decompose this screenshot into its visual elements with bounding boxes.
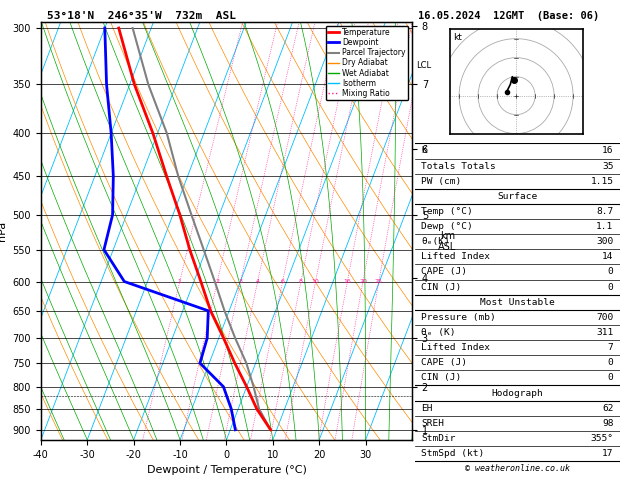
- Text: 1.15: 1.15: [591, 177, 613, 186]
- Legend: Temperature, Dewpoint, Parcel Trajectory, Dry Adiabat, Wet Adiabat, Isotherm, Mi: Temperature, Dewpoint, Parcel Trajectory…: [326, 26, 408, 100]
- Text: CIN (J): CIN (J): [421, 283, 462, 292]
- Text: LCL: LCL: [416, 61, 431, 70]
- Text: 16: 16: [343, 279, 351, 284]
- Text: StmDir: StmDir: [421, 434, 456, 443]
- Text: 17: 17: [602, 449, 613, 458]
- Text: Surface: Surface: [498, 192, 537, 201]
- Text: kt: kt: [454, 34, 462, 42]
- Text: 14: 14: [602, 252, 613, 261]
- Y-axis label: hPa: hPa: [0, 221, 7, 241]
- Text: 10: 10: [312, 279, 320, 284]
- Text: 16: 16: [602, 146, 613, 156]
- Text: 7: 7: [608, 343, 613, 352]
- Text: CAPE (J): CAPE (J): [421, 267, 467, 277]
- Text: θₑ (K): θₑ (K): [421, 328, 456, 337]
- Text: Hodograph: Hodograph: [491, 388, 543, 398]
- Text: 53°18'N  246°35'W  732m  ASL: 53°18'N 246°35'W 732m ASL: [47, 12, 236, 21]
- Text: 0: 0: [608, 373, 613, 382]
- Text: 1: 1: [178, 279, 182, 284]
- Text: Temp (°C): Temp (°C): [421, 207, 473, 216]
- Text: CAPE (J): CAPE (J): [421, 358, 467, 367]
- Y-axis label: km
ASL: km ASL: [438, 231, 457, 252]
- Text: 6: 6: [281, 279, 284, 284]
- Text: 0: 0: [608, 358, 613, 367]
- Text: 35: 35: [602, 161, 613, 171]
- Text: 16.05.2024  12GMT  (Base: 06): 16.05.2024 12GMT (Base: 06): [418, 12, 599, 21]
- Text: 20: 20: [359, 279, 367, 284]
- Text: 1.1: 1.1: [596, 222, 613, 231]
- Text: Lifted Index: Lifted Index: [421, 343, 490, 352]
- Text: CIN (J): CIN (J): [421, 373, 462, 382]
- Text: θₑ(K): θₑ(K): [421, 237, 450, 246]
- Text: Lifted Index: Lifted Index: [421, 252, 490, 261]
- Text: 98: 98: [602, 419, 613, 428]
- Text: 4: 4: [255, 279, 260, 284]
- Text: Totals Totals: Totals Totals: [421, 161, 496, 171]
- Text: SREH: SREH: [421, 419, 444, 428]
- Text: 2: 2: [215, 279, 220, 284]
- Text: EH: EH: [421, 404, 433, 413]
- Text: 311: 311: [596, 328, 613, 337]
- X-axis label: Dewpoint / Temperature (°C): Dewpoint / Temperature (°C): [147, 465, 306, 475]
- Text: 0: 0: [608, 283, 613, 292]
- Text: StmSpd (kt): StmSpd (kt): [421, 449, 484, 458]
- Text: K: K: [421, 146, 427, 156]
- Text: © weatheronline.co.uk: © weatheronline.co.uk: [465, 464, 570, 473]
- Text: 8: 8: [299, 279, 303, 284]
- Text: 3: 3: [238, 279, 243, 284]
- Text: Dewp (°C): Dewp (°C): [421, 222, 473, 231]
- Text: 300: 300: [596, 237, 613, 246]
- Text: 700: 700: [596, 313, 613, 322]
- Text: 355°: 355°: [591, 434, 613, 443]
- Text: PW (cm): PW (cm): [421, 177, 462, 186]
- Text: 62: 62: [602, 404, 613, 413]
- Text: Pressure (mb): Pressure (mb): [421, 313, 496, 322]
- Text: 8.7: 8.7: [596, 207, 613, 216]
- Text: 25: 25: [375, 279, 383, 284]
- Text: 0: 0: [608, 267, 613, 277]
- Text: Most Unstable: Most Unstable: [480, 298, 555, 307]
